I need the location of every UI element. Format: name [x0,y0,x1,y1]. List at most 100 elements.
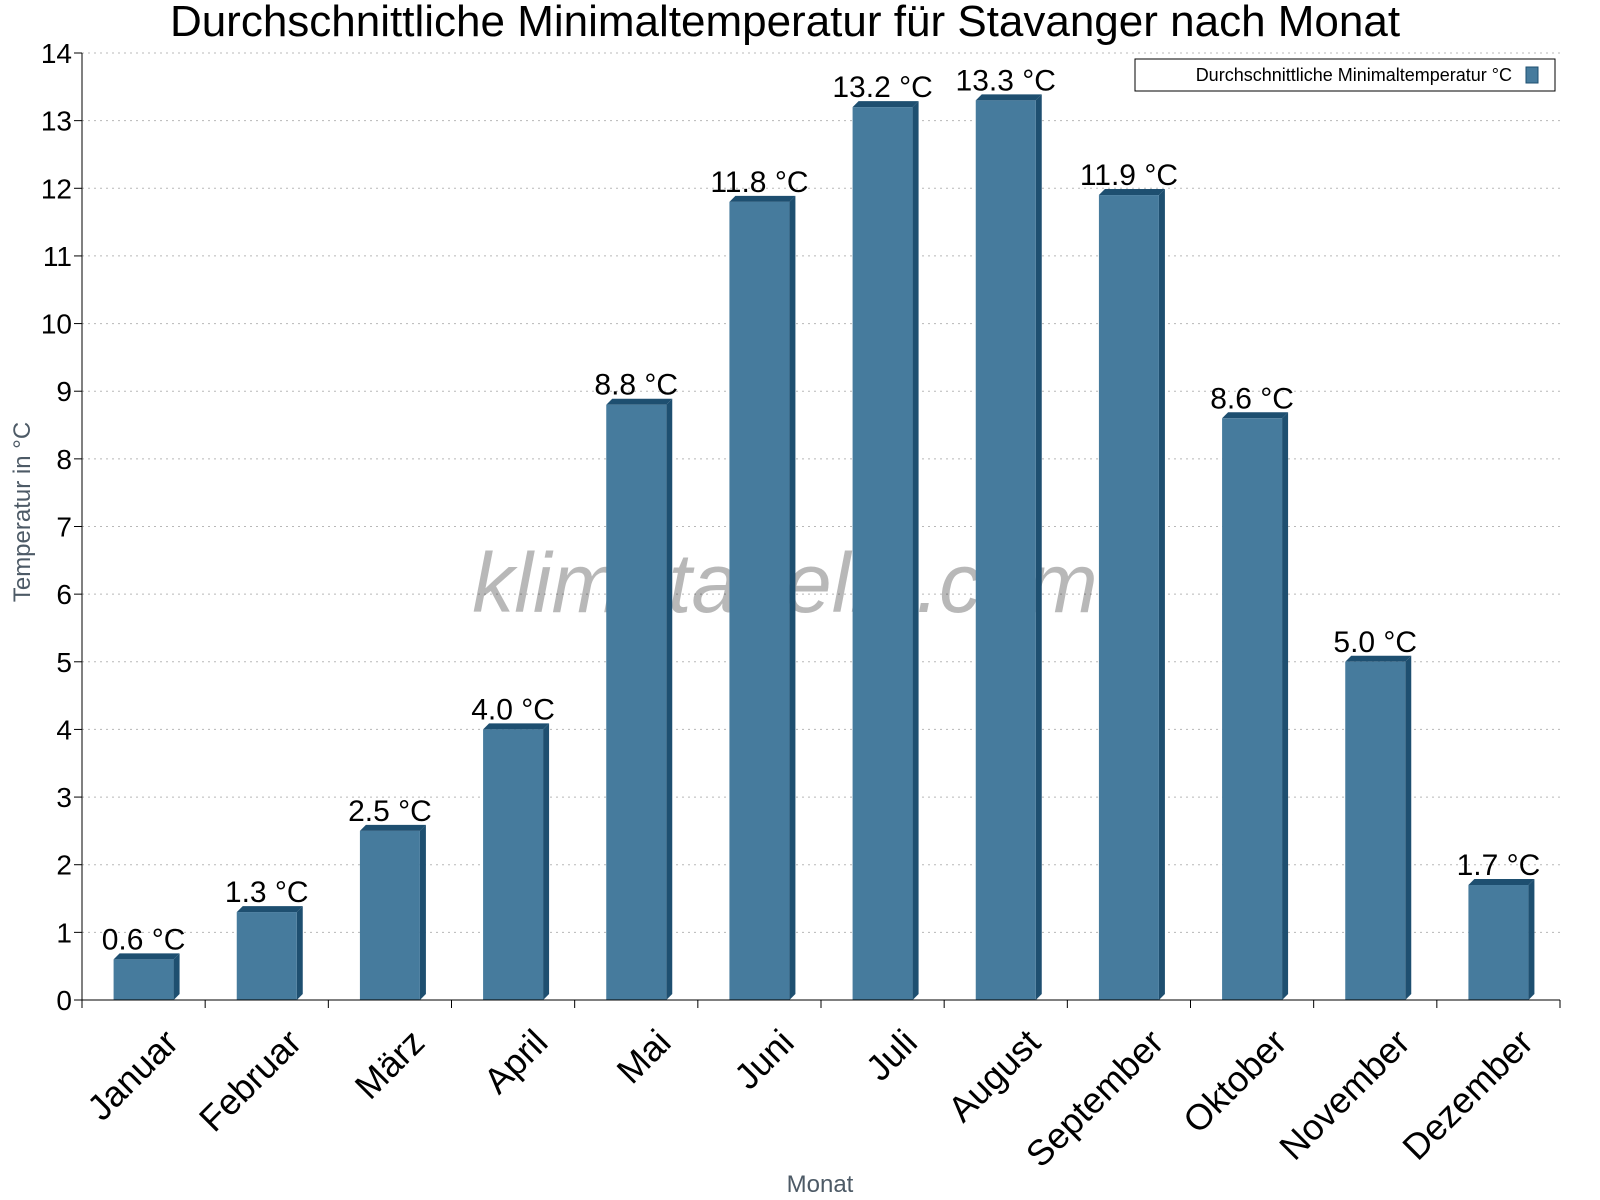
y-tick-label: 11 [43,241,72,272]
y-tick-label: 1 [56,917,72,948]
y-tick-label: 10 [41,309,72,340]
bar-juli [852,101,919,1001]
bar-top [1222,412,1289,419]
bar-februar [236,906,303,1000]
bar-side [789,195,796,1001]
bar-top [975,94,1042,101]
data-label: 11.8 °C [710,166,808,199]
y-tick-label: 14 [41,38,72,69]
grid [82,52,1560,933]
bars [113,94,1535,1001]
y-tick-label: 7 [56,512,72,543]
y-tick-label: 3 [56,782,72,813]
bar-face [852,107,913,1001]
bar-top [483,723,550,730]
data-label: 1.3 °C [225,876,309,909]
bar-face [1468,885,1529,1000]
legend-swatch [1525,66,1539,84]
bar-top [606,398,673,405]
bar-juni [729,195,796,1001]
x-ticks: Januar Februar März April Mai Juni Juli AugustS… [79,1021,1541,1175]
bar-side [666,398,673,1000]
data-label: 8.6 °C [1210,382,1294,415]
y-tick-label: 4 [56,714,72,745]
bar-side [1282,412,1289,1000]
bar-november [1345,655,1412,1000]
x-tick-label: Februar [191,1021,309,1139]
y-axis-label: Temperatur in °C [9,422,36,602]
bar-april [483,723,550,1000]
bar-dezember [1468,879,1535,1000]
x-tick-label: Mai [609,1021,679,1091]
y-tick-label: 6 [56,579,72,610]
bar-august [975,94,1042,1001]
bar-top [359,824,426,831]
y-tick-label: 0 [56,985,72,1016]
data-label: 11.9 °C [1080,159,1178,192]
y-tick-label: 13 [41,106,72,137]
bar-face [236,912,297,1000]
y-tick-label: 5 [56,647,72,678]
bar-side [1405,655,1412,1000]
data-label: 4.0 °C [471,693,555,726]
x-tick-label: Januar [79,1021,186,1128]
data-label: 13.2 °C [832,71,932,104]
axes [74,52,1561,1008]
bar-top [1468,879,1535,886]
data-label: 2.5 °C [348,795,432,828]
bar-side [173,953,180,1000]
bar-side [1158,189,1165,1001]
x-tick-label: Juli [858,1021,925,1088]
bar-face [1222,418,1283,1000]
bar-face [483,729,544,1000]
bar-top [852,101,919,108]
y-tick-label: 9 [56,376,72,407]
bar-face [1345,661,1406,1000]
bar-top [1098,189,1165,196]
data-label: 13.3 °C [956,64,1056,97]
bar-side [912,101,919,1001]
data-label: 5.0 °C [1333,626,1417,659]
bar-top [113,953,180,960]
x-tick-label: Oktober [1175,1021,1295,1141]
bar-top [236,906,303,913]
data-label: 0.6 °C [102,923,186,956]
bar-face [359,830,420,1000]
bar-face [1098,195,1159,1001]
bar-face [975,100,1036,1001]
bar-märz [359,824,426,1000]
bar-top [729,195,796,202]
data-labels: 0.6 °C 1.3 °C 2.5 °C 4.0 °C 8.8 °C 11.8 °C 13.… [102,64,1541,956]
x-tick-label: November [1271,1021,1417,1167]
y-tick-label: 2 [56,850,72,881]
legend: Durchschnittliche Minimaltemperatur °C [1134,58,1556,92]
bar-face [729,201,790,1001]
chart-title: Durchschnittliche Minimaltemperatur für … [170,0,1400,46]
x-tick-label: August [940,1021,1048,1129]
bar-januar [113,953,180,1000]
y-tick-label: 12 [41,173,72,204]
legend-box [1134,58,1556,92]
data-label: 8.8 °C [594,369,678,402]
x-tick-label: April [475,1021,555,1101]
bar-side [1035,94,1042,1001]
legend-label: Durchschnittliche Minimaltemperatur °C [1196,65,1512,85]
data-label: 1.7 °C [1457,849,1541,882]
bar-mai [606,398,673,1000]
bar-side [1528,879,1535,1000]
x-tick-label: März [347,1021,433,1107]
bar-side [296,906,303,1000]
bar-face [113,959,174,1000]
bar-oktober [1222,412,1289,1000]
bar-top [1345,655,1412,662]
x-tick-label: Dezember [1394,1021,1540,1167]
bar-side [419,824,426,1000]
bar-side [543,723,550,1000]
x-tick-label: Juni [726,1021,802,1097]
bar-face [606,404,667,1000]
y-tick-label: 8 [56,444,72,475]
bar-september [1098,189,1165,1001]
x-axis-label: Monat [787,1171,854,1198]
